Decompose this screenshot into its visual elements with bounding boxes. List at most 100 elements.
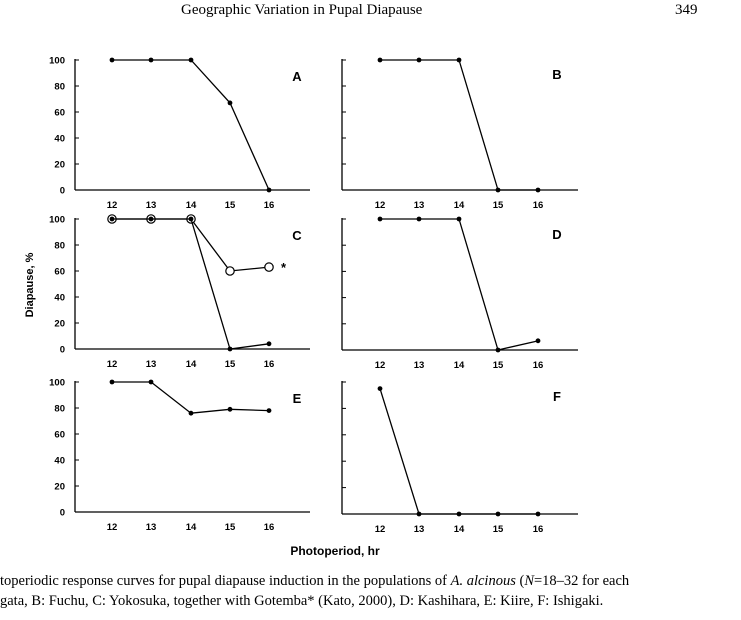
panel-d-xtick-label-12: 12	[375, 360, 386, 371]
panel-d-xtick-label-16: 16	[533, 360, 544, 371]
panel-d-series-0-point-16	[535, 338, 541, 344]
running-header: Geographic Variation in Pupal Diapause	[181, 2, 423, 18]
panel-b-series-0-point-15	[495, 187, 501, 193]
panel-c-series-0-point-16	[266, 341, 272, 347]
panel-e-series-0-point-16	[266, 408, 272, 413]
panel-d-label: D	[552, 227, 561, 242]
panel-e-series-0-point-12	[109, 379, 115, 385]
panel-e-ytick-label-0: 0	[60, 508, 65, 519]
panel-b-series-0-point-14	[456, 57, 462, 63]
panel-d-series-0-point-14	[456, 216, 462, 222]
panel-a: 0 20 40 60 80 100 12 13 14 15 16 A	[49, 56, 310, 211]
panel-e-series-0-point-15	[227, 406, 233, 412]
panel-b-series-0-point-12	[377, 57, 383, 63]
panel-a-series-0-line	[112, 59, 270, 191]
panel-e-ytick-label-40: 40	[54, 456, 65, 467]
panel-f-xtick-label-12: 12	[375, 524, 386, 535]
panel-b-xtick-label-13: 13	[414, 200, 425, 211]
panel-b-series-0-point-16	[535, 187, 541, 193]
panel-e-xtick-label-14: 14	[186, 522, 197, 533]
panel-c-series-1-point-15	[225, 266, 235, 276]
panel-c-series-0-point-13	[148, 216, 154, 222]
panel-a-ytick-label-100: 100	[49, 56, 65, 67]
panel-e-ytick-label-60: 60	[54, 430, 65, 441]
panel-e-xtick-label-13: 13	[146, 522, 157, 533]
panel-e-series-0-point-14	[188, 410, 194, 416]
panel-b-label: B	[552, 67, 561, 82]
panel-f-xtick-label-14: 14	[454, 524, 465, 535]
caption-text-1a: toperiodic response curves for pupal dia…	[0, 573, 451, 589]
panel-f-xtick-label-16: 16	[533, 524, 544, 535]
panel-a-xtick-label-15: 15	[225, 200, 236, 211]
panel-a-ytick-label-40: 40	[54, 134, 65, 145]
caption-N: N	[524, 573, 534, 589]
panel-c-ytick-label-0: 0	[60, 345, 65, 356]
panel-e-xtick-label-15: 15	[225, 522, 236, 533]
panel-c-series-1-note: *	[281, 260, 287, 275]
caption-line-2: gata, B: Fuchu, C: Yokosuka, together wi…	[0, 593, 604, 609]
panel-a-series-0-point-13	[148, 57, 154, 63]
panel-f-label: F	[553, 389, 561, 404]
panel-d-series-0-line	[380, 218, 539, 351]
x-axis-label: Photoperiod, hr	[290, 544, 380, 558]
panel-d-xtick-label-14: 14	[454, 360, 465, 371]
panel-c-ytick-label-40: 40	[54, 293, 65, 304]
panel-e-ytick-label-80: 80	[54, 404, 65, 415]
panel-b-xtick-label-16: 16	[533, 200, 544, 211]
panel-a-series-0-point-15	[227, 100, 233, 106]
panel-e-series-0-line	[112, 381, 270, 414]
panel-d-series-0-point-15	[495, 347, 501, 353]
panel-c-series-0-point-15	[227, 346, 233, 352]
panel-e: 0 20 40 60 80 100 12 13 14 15 16 E	[49, 378, 310, 533]
panel-a-series-0-point-12	[109, 57, 115, 63]
figure-panels: Diapause, % Photoperiod, hr 0 20 40 60 80 100…	[24, 56, 578, 558]
panel-c-series-0-line	[112, 218, 270, 350]
panel-c-ytick-label-60: 60	[54, 267, 65, 278]
panel-c-ytick-label-100: 100	[49, 215, 65, 226]
panel-d-series-0-point-13	[416, 216, 422, 222]
panel-d: 12 13 14 15 16 D	[341, 216, 578, 371]
panel-e-ytick-label-100: 100	[49, 378, 65, 389]
panel-e-xtick-label-16: 16	[264, 522, 275, 533]
panel-a-label: A	[292, 69, 302, 84]
panel-a-xtick-label-13: 13	[146, 200, 157, 211]
panel-c-xtick-label-13: 13	[146, 359, 157, 370]
panel-b-series-0-line	[380, 59, 538, 191]
panel-e-series-0-point-13	[148, 379, 154, 385]
panel-f: 12 13 14 15 16 F	[341, 381, 578, 535]
panel-a-series-0-point-14	[188, 57, 194, 63]
panel-f-series-0-point-13	[416, 511, 422, 517]
panel-d-xtick-label-13: 13	[414, 360, 425, 371]
panel-c-label: C	[292, 228, 302, 243]
panel-e-ytick-label-20: 20	[54, 482, 65, 493]
panel-f-xtick-label-15: 15	[493, 524, 504, 535]
panel-a-xtick-label-14: 14	[186, 200, 197, 211]
panel-b-xtick-label-12: 12	[375, 200, 386, 211]
panel-c-ytick-label-20: 20	[54, 319, 65, 330]
panel-a-ytick-label-0: 0	[60, 186, 65, 197]
panel-a-ytick-label-20: 20	[54, 160, 65, 171]
panel-f-series-0-point-15	[495, 511, 501, 517]
panel-c-xtick-label-16: 16	[264, 359, 275, 370]
y-axis-label: Diapause, %	[24, 252, 36, 317]
panel-f-series-0-line	[379, 388, 538, 515]
panel-b-xtick-label-15: 15	[493, 200, 504, 211]
panel-c-series-1-point-16	[264, 262, 274, 272]
panel-f-series-0-point-14	[456, 511, 462, 517]
panel-f-series-0-point-16	[535, 511, 541, 517]
figure-caption: toperiodic response curves for pupal dia…	[0, 571, 741, 611]
caption-line-1: toperiodic response curves for pupal dia…	[0, 571, 741, 591]
panel-e-xtick-label-12: 12	[107, 522, 118, 533]
caption-text-1b: (	[515, 573, 525, 589]
panel-a-xtick-label-12: 12	[107, 200, 118, 211]
panel-a-series-0-point-16	[266, 187, 272, 193]
panel-c-ytick-label-80: 80	[54, 241, 65, 252]
panel-b: 12 13 14 15 16 B	[341, 57, 578, 211]
panel-c-xtick-label-12: 12	[107, 359, 118, 370]
panel-e-label: E	[293, 391, 302, 406]
page-number: 349	[675, 2, 698, 18]
panel-c-xtick-label-15: 15	[225, 359, 236, 370]
panel-c-series-0-point-14	[188, 216, 194, 222]
panel-f-xtick-label-13: 13	[414, 524, 425, 535]
panel-c: 0 20 40 60 80 100 12 13 14 15 16 C *	[49, 214, 310, 370]
